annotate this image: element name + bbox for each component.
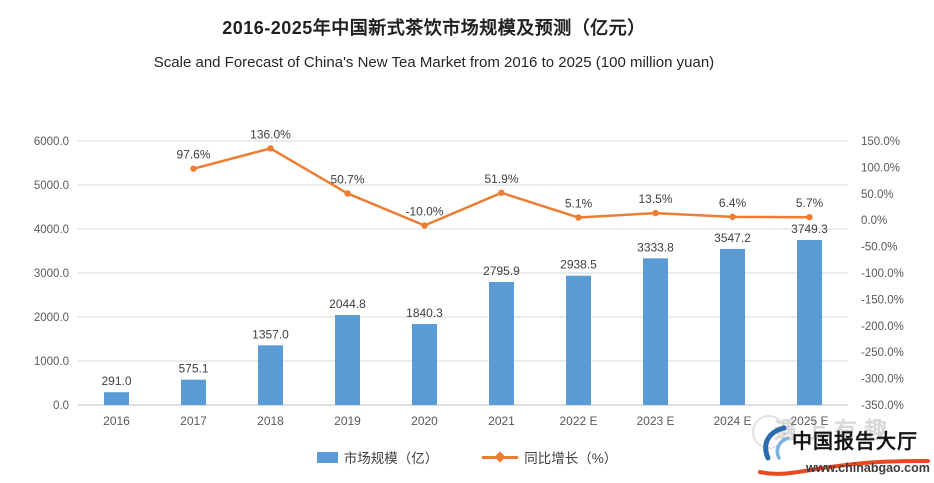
bar-value-label: 575.1 (178, 362, 208, 376)
brand-swoosh-icon (758, 425, 930, 476)
line-marker-2025 E (806, 213, 813, 221)
right-axis-tick-label: 100.0% (861, 162, 900, 174)
brand-name: 中国报告大厅 (792, 431, 918, 453)
growth-value-label: 5.7% (796, 196, 824, 210)
growth-value-label: 136.0% (250, 127, 291, 141)
line-marker-2021 (498, 189, 505, 196)
brand-logo: 中国报告大厅 www.chinabgao.com (756, 416, 932, 482)
x-axis-label: 2025 E (790, 414, 828, 428)
growth-value-label: 97.6% (176, 148, 210, 162)
bar-series-swatch (316, 451, 338, 463)
bar-value-label: 2795.9 (483, 264, 520, 278)
chart-title-zh: 2016-2025年中国新式茶饮市场规模及预测（亿元） (222, 18, 646, 38)
right-axis-tick-label: -100.0% (861, 268, 904, 280)
x-axis-label: 2017 (180, 414, 207, 428)
line-series-marker (494, 450, 506, 463)
bar-value-label: 3333.8 (637, 240, 674, 254)
growth-value-label: 51.9% (484, 172, 518, 186)
line-marker-2018 (267, 145, 274, 152)
left-axis-tick-label: 6000.0 (34, 136, 69, 148)
bar-value-label: 291.0 (101, 374, 131, 388)
bar-2021 (489, 281, 514, 405)
right-axis-tick-label: -350.0% (861, 400, 904, 412)
growth-value-label: 6.4% (719, 196, 747, 210)
bar-2019 (335, 315, 360, 405)
growth-value-label: 5.1% (565, 197, 593, 211)
growth-value-label: 13.5% (638, 192, 672, 206)
x-axis-label: 2018 (257, 414, 284, 428)
bar-2025 E (797, 240, 822, 405)
bar-2022 E (566, 275, 591, 405)
x-axis-label: 2021 (488, 414, 515, 428)
bar-series-label: 市场规模（亿） (343, 451, 439, 466)
bar-value-label: 1357.0 (252, 327, 289, 341)
brand-url[interactable]: www.chinabgao.com (806, 461, 930, 475)
right-axis-tick-label: -150.0% (861, 294, 904, 306)
x-axis-label: 2022 E (559, 414, 597, 428)
x-axis-label: 2024 E (713, 414, 751, 428)
bar-2023 E (643, 258, 668, 405)
x-axis-label: 2020 (411, 414, 438, 428)
growth-line (193, 147, 810, 227)
bar-value-label: 2938.5 (560, 258, 597, 272)
chart-legend: 市场规模（亿） 同比增长（%） (0, 447, 934, 467)
left-axis-tick-label: 2000.0 (34, 312, 69, 324)
bar-2016 (104, 392, 129, 405)
chart-header: 2016-2025年中国新式茶饮市场规模及预测（亿元） Scale and Fo… (0, 14, 868, 71)
bar-value-label: 2044.8 (329, 297, 366, 311)
left-axis-tick-label: 4000.0 (34, 224, 69, 236)
legend-item-market-scale: 市场规模（亿） (316, 447, 439, 467)
bar-value-label: 3749.3 (791, 222, 828, 236)
left-axis-tick-label: 1000.0 (34, 356, 69, 368)
right-axis-tick-label: -250.0% (861, 347, 904, 359)
line-marker-2020 (421, 222, 428, 229)
bar-value-label: 1840.3 (406, 306, 443, 320)
x-axis-label: 2023 E (636, 414, 674, 428)
right-axis-tick-label: 0.0% (861, 215, 887, 227)
right-axis-tick-label: -50.0% (861, 242, 897, 254)
line-marker-2023 E (652, 209, 659, 217)
left-axis-tick-label: 3000.0 (34, 268, 69, 280)
line-marker-2022 E (575, 214, 582, 221)
bar-2020 (412, 324, 437, 405)
left-axis-tick-label: 5000.0 (34, 180, 69, 192)
bar-2017 (181, 379, 206, 405)
bar-value-label: 3547.2 (714, 231, 751, 245)
x-axis-label: 2019 (334, 414, 361, 428)
right-axis-tick-label: 150.0% (861, 136, 900, 148)
right-axis-tick-label: -300.0% (861, 374, 904, 386)
line-marker-2019 (344, 190, 351, 197)
line-series-swatch (482, 450, 519, 463)
growth-value-label: -10.0% (405, 204, 443, 218)
growth-value-label: 50.7% (330, 172, 364, 186)
x-axis-label: 2016 (103, 414, 130, 428)
right-axis-tick-label: -200.0% (861, 321, 904, 333)
bar-2024 E (720, 248, 745, 405)
line-marker-2017 (190, 165, 197, 172)
line-marker-2024 E (729, 213, 736, 221)
bar-2018 (258, 345, 283, 405)
chart-title-en: Scale and Forecast of China's New Tea Ma… (153, 54, 715, 71)
right-axis-tick-label: 50.0% (861, 189, 894, 201)
line-series-label: 同比增长（%） (524, 451, 618, 466)
left-axis-tick-label: 0.0 (53, 400, 69, 412)
legend-item-yoy-growth: 同比增长（%） (482, 447, 617, 467)
